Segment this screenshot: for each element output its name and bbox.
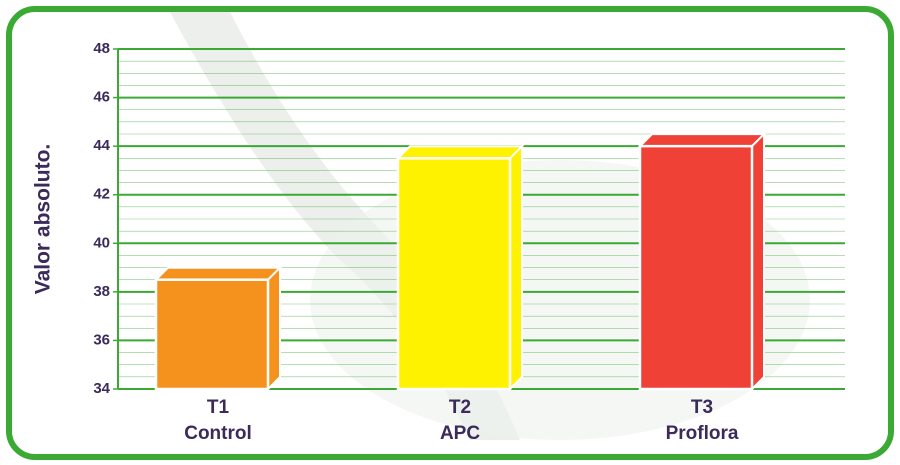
x-tick-sublabel: Proflora	[666, 423, 739, 444]
x-tick-label: T2	[449, 397, 471, 418]
chart: Valor absoluto. 34 36 38 40 42 44 46 48 T1 Contro…	[0, 0, 900, 460]
bar	[156, 268, 280, 389]
y-tick-label: 44	[93, 137, 110, 154]
y-tick-label: 36	[93, 331, 110, 348]
x-tick-sublabel: Control	[184, 423, 252, 444]
bar-face	[510, 146, 522, 389]
bar	[640, 134, 764, 389]
x-tick-label: T1	[207, 397, 230, 418]
y-tick-label: 40	[93, 234, 110, 251]
y-axis-label: Valor absoluto.	[32, 144, 55, 295]
y-tick-label: 42	[93, 186, 110, 203]
bar-face	[640, 134, 764, 146]
x-tick-sublabel: APC	[440, 423, 480, 444]
bar-face	[268, 268, 280, 389]
bar-face	[398, 158, 510, 389]
x-tick-label: T3	[691, 397, 713, 418]
bar	[398, 146, 522, 389]
bar-face	[640, 146, 752, 389]
y-tick-label: 38	[93, 283, 110, 300]
y-tick-label: 34	[93, 380, 110, 397]
y-tick-label: 46	[93, 89, 110, 106]
bar-face	[752, 134, 764, 389]
bar-face	[156, 280, 268, 389]
bar-face	[156, 268, 280, 280]
y-tick-label: 48	[93, 40, 110, 57]
bar-face	[398, 146, 522, 158]
